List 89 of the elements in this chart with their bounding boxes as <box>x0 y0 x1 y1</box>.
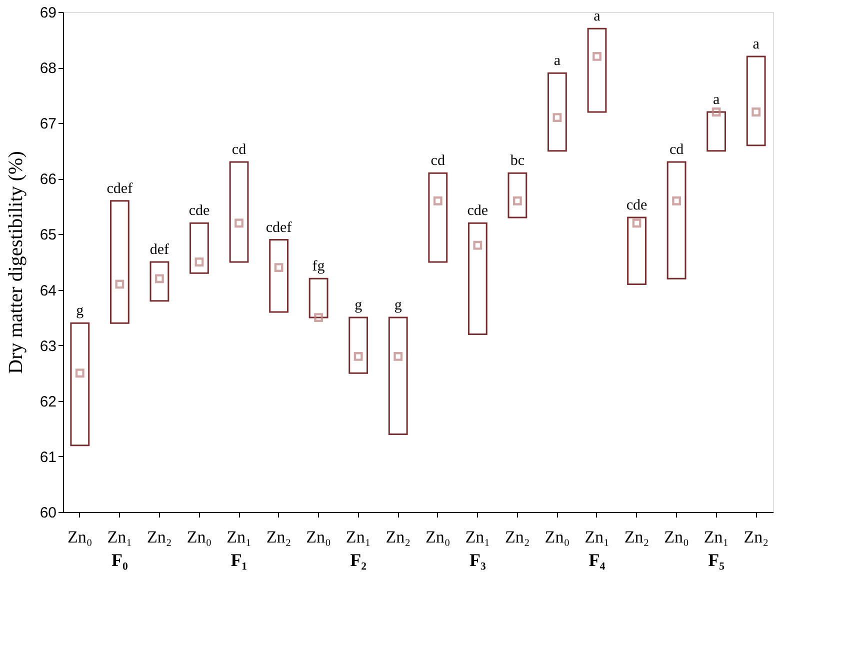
point <box>512 196 522 206</box>
data-label: a <box>712 92 720 108</box>
y-tick-label: 61 <box>40 448 56 466</box>
x-tick-label: Zn₁ <box>465 528 490 546</box>
bar <box>308 278 328 318</box>
bar <box>548 72 567 152</box>
point <box>473 240 482 250</box>
point <box>552 113 562 122</box>
point <box>394 352 403 361</box>
point <box>194 258 204 266</box>
x-tick-label: Zn₂ <box>624 528 650 546</box>
x-tick-label: Zn₀ <box>306 528 332 546</box>
bar <box>110 200 130 324</box>
point <box>632 218 642 228</box>
bar <box>666 161 686 280</box>
bar <box>150 261 170 302</box>
data-label: a <box>594 8 601 25</box>
x-tick-label: Zn₀ <box>664 528 690 546</box>
bar <box>706 111 726 152</box>
point <box>314 313 324 322</box>
data-label: cde <box>467 203 488 220</box>
data-label: cd <box>669 142 684 158</box>
data-label: a <box>752 36 760 52</box>
y-axis-title: Dry matter digestibility (%) <box>4 151 27 374</box>
data-label: fg <box>312 258 326 275</box>
bar <box>229 161 249 263</box>
y-tick-label: 65 <box>40 226 56 244</box>
bar <box>627 216 646 285</box>
bar <box>468 222 488 335</box>
y-tick-label: 66 <box>40 171 56 188</box>
bar <box>70 322 90 446</box>
point <box>592 52 602 61</box>
point <box>274 263 284 272</box>
data-label: def <box>150 242 170 258</box>
x-tick-label: Zn₂ <box>266 528 292 546</box>
text: F₃ <box>469 550 486 570</box>
y-tick-label: 68 <box>40 60 56 78</box>
point <box>433 196 442 206</box>
bar <box>388 316 408 435</box>
text: F₄ <box>588 550 606 570</box>
data-label: cdef <box>106 180 133 197</box>
y-tick-label: 62 <box>40 393 56 410</box>
text: F₂ <box>350 550 367 570</box>
x-tick-label: Zn₂ <box>505 528 530 546</box>
point <box>115 280 124 289</box>
data-label: g <box>394 298 402 314</box>
data-label: bc <box>510 153 525 170</box>
x-tick-label: Zn₀ <box>544 528 570 546</box>
data-label: cde <box>626 198 648 214</box>
x-tick-label: Zn₁ <box>346 528 371 546</box>
x-tick-label: Zn₁ <box>226 528 252 546</box>
data-label: cd <box>232 142 247 158</box>
point <box>752 108 761 116</box>
data-label: cd <box>430 153 446 170</box>
x-tick-label: Zn₂ <box>744 528 768 546</box>
point <box>672 196 681 206</box>
bar <box>348 316 368 374</box>
text: F₅ <box>708 550 725 570</box>
point <box>234 218 244 228</box>
point <box>75 368 84 378</box>
y-tick-label: 64 <box>40 282 56 300</box>
data-label: cde <box>188 203 210 220</box>
data-label: g <box>354 298 363 314</box>
x-tick-label: Zn₁ <box>584 528 610 546</box>
x-tick-label: Zn₁ <box>704 528 729 546</box>
y-tick-label: 63 <box>40 338 56 355</box>
text: F₁ <box>230 550 248 570</box>
bar <box>746 56 766 146</box>
point <box>712 108 721 116</box>
y-tick-label: 67 <box>40 116 56 133</box>
data-label: cdef <box>266 220 292 236</box>
x-tick-label: Zn₀ <box>68 528 92 546</box>
bar <box>190 222 209 274</box>
x-tick-label: Zn₀ <box>425 528 450 546</box>
bar <box>269 239 288 313</box>
x-tick-label: Zn₂ <box>386 528 411 546</box>
y-tick-label: 69 <box>40 4 56 22</box>
x-tick-label: Zn₀ <box>186 528 212 546</box>
point <box>155 274 164 284</box>
bar <box>587 28 607 113</box>
data-label: a <box>554 53 561 70</box>
bar <box>508 172 528 218</box>
point <box>354 352 363 361</box>
y-tick-label: 60 <box>40 504 56 522</box>
data-label: g <box>76 303 84 320</box>
x-tick-label: Zn₁ <box>107 528 132 546</box>
x-tick-label: Zn₂ <box>147 528 172 546</box>
text: F₀ <box>111 550 128 570</box>
bar <box>428 172 448 263</box>
